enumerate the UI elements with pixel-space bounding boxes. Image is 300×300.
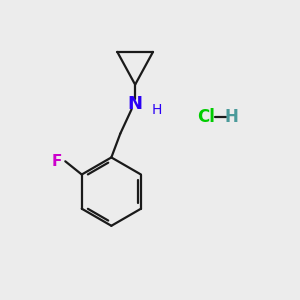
Text: Cl: Cl [197, 108, 215, 126]
Text: F: F [51, 154, 62, 169]
Text: H: H [225, 108, 239, 126]
Text: H: H [152, 103, 162, 117]
Text: N: N [128, 95, 142, 113]
